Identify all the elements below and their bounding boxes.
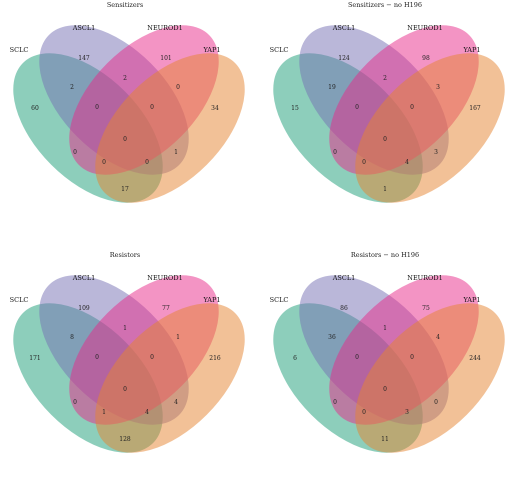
region-count-ascl1-neurod1: 2 [383, 75, 387, 82]
region-count-sclc-ascl1-neurod1: 0 [355, 354, 359, 361]
region-count-ascl1-neurod1: 1 [123, 325, 127, 332]
region-count-neurod1-only: 75 [422, 305, 430, 312]
region-count-sclc-neurod1: 0 [333, 149, 337, 156]
region-count-sclc-yap1: 1 [383, 186, 387, 193]
venn-svg: Resistors SCLC ASCL1 NEUROD1 YAP1 171 109 77 216… [10, 251, 245, 453]
region-count-ascl1-neurod1: 1 [383, 325, 387, 332]
set-label-yap1: YAP1 [203, 296, 221, 304]
venn-panel: Resistors − no H196 SCLC ASCL1 NEUROD1 YAP1 6… [260, 250, 520, 499]
region-count-sclc-neurod1: 0 [73, 149, 77, 156]
region-count-sclc-ascl1-neurod1: 0 [95, 104, 99, 111]
set-label-neurod1: NEUROD1 [147, 274, 182, 282]
region-count-neurod1-yap1: 3 [436, 84, 440, 91]
region-count-sclc-ascl1-yap1: 3 [405, 409, 409, 416]
region-count-ascl1-neurod1-yap1: 0 [150, 104, 154, 111]
venn-svg: Sensitizers SCLC ASCL1 NEUROD1 YAP1 60 147 101 3… [10, 1, 245, 203]
region-count-ascl1-yap1: 4 [174, 399, 178, 406]
region-count-neurod1-only: 77 [162, 305, 170, 312]
panel-title: Resistors − no H196 [351, 251, 419, 259]
venn-svg: Resistors − no H196 SCLC ASCL1 NEUROD1 YAP1 6… [270, 251, 505, 453]
region-count-sclc-neurod1-yap1: 0 [102, 159, 106, 166]
region-count-sclc-ascl1: 8 [70, 334, 74, 341]
region-count-sclc-ascl1-yap1: 0 [145, 159, 149, 166]
region-count-all: 0 [123, 136, 127, 143]
region-count-sclc-only: 171 [29, 355, 40, 362]
region-count-sclc-neurod1-yap1: 1 [102, 409, 106, 416]
set-label-sclc: SCLC [270, 46, 289, 54]
region-count-sclc-only: 60 [31, 105, 39, 112]
region-count-ascl1-yap1: 0 [434, 399, 438, 406]
yap1-set-ellipse [355, 53, 505, 203]
region-count-neurod1-yap1: 1 [176, 334, 180, 341]
region-count-ascl1-only: 124 [338, 55, 350, 62]
region-count-yap1-only: 216 [209, 355, 221, 362]
set-label-yap1: YAP1 [463, 296, 481, 304]
region-count-neurod1-only: 101 [160, 55, 171, 62]
set-label-ascl1: ASCL1 [72, 274, 96, 282]
venn-panel: Sensitizers − no H196 SCLC ASCL1 NEUROD1 YAP… [260, 0, 520, 249]
region-count-sclc-ascl1-yap1: 4 [405, 159, 409, 166]
region-count-sclc-ascl1: 2 [70, 84, 74, 91]
region-count-ascl1-only: 109 [78, 305, 90, 312]
region-count-ascl1-yap1: 3 [434, 149, 438, 156]
yap1-set-ellipse [355, 303, 505, 453]
region-count-ascl1-neurod1: 2 [123, 75, 127, 82]
region-count-sclc-neurod1: 0 [333, 399, 337, 406]
region-count-ascl1-neurod1-yap1: 0 [150, 354, 154, 361]
region-count-sclc-neurod1-yap1: 0 [362, 159, 366, 166]
region-count-yap1-only: 34 [211, 105, 219, 112]
region-count-ascl1-only: 86 [340, 305, 348, 312]
region-count-sclc-yap1: 17 [121, 186, 129, 193]
panel-title: Resistors [110, 251, 140, 259]
panel-title: Sensitizers − no H196 [348, 1, 422, 9]
region-count-neurod1-only: 98 [422, 55, 430, 62]
set-label-neurod1: NEUROD1 [407, 24, 442, 32]
set-label-yap1: YAP1 [203, 46, 221, 54]
region-count-all: 0 [123, 386, 127, 393]
region-count-sclc-ascl1: 36 [328, 334, 336, 341]
region-count-sclc-neurod1: 0 [73, 399, 77, 406]
set-label-sclc: SCLC [270, 296, 289, 304]
yap1-set-ellipse [95, 303, 245, 453]
yap1-set-ellipse [95, 53, 245, 203]
region-count-ascl1-only: 147 [78, 55, 90, 62]
region-count-sclc-only: 6 [293, 355, 297, 362]
region-count-neurod1-yap1: 0 [176, 84, 180, 91]
set-label-ascl1: ASCL1 [332, 24, 356, 32]
panel-title: Sensitizers [107, 1, 143, 9]
region-count-all: 0 [383, 386, 387, 393]
set-label-yap1: YAP1 [463, 46, 481, 54]
region-count-ascl1-neurod1-yap1: 0 [410, 354, 414, 361]
region-count-sclc-neurod1-yap1: 0 [362, 409, 366, 416]
region-count-sclc-ascl1-neurod1: 0 [95, 354, 99, 361]
region-count-sclc-ascl1: 19 [328, 84, 336, 91]
set-label-neurod1: NEUROD1 [147, 24, 182, 32]
region-count-yap1-only: 167 [469, 105, 481, 112]
region-count-sclc-yap1: 128 [119, 436, 131, 443]
venn-panel: Resistors SCLC ASCL1 NEUROD1 YAP1 171 109 77 216… [0, 250, 260, 499]
set-label-sclc: SCLC [10, 46, 29, 54]
set-label-neurod1: NEUROD1 [407, 274, 442, 282]
region-count-sclc-yap1: 11 [381, 436, 389, 443]
region-count-ascl1-yap1: 1 [174, 149, 178, 156]
venn-svg: Sensitizers − no H196 SCLC ASCL1 NEUROD1 YAP… [270, 1, 505, 203]
set-label-ascl1: ASCL1 [332, 274, 356, 282]
venn-panel: Sensitizers SCLC ASCL1 NEUROD1 YAP1 60 147 101 3… [0, 0, 260, 249]
region-count-sclc-ascl1-neurod1: 0 [355, 104, 359, 111]
set-label-ascl1: ASCL1 [72, 24, 96, 32]
region-count-sclc-ascl1-yap1: 4 [145, 409, 149, 416]
region-count-yap1-only: 244 [469, 355, 481, 362]
region-count-neurod1-yap1: 4 [436, 334, 440, 341]
region-count-all: 0 [383, 136, 387, 143]
set-label-sclc: SCLC [10, 296, 29, 304]
region-count-ascl1-neurod1-yap1: 0 [410, 104, 414, 111]
region-count-sclc-only: 15 [291, 105, 299, 112]
